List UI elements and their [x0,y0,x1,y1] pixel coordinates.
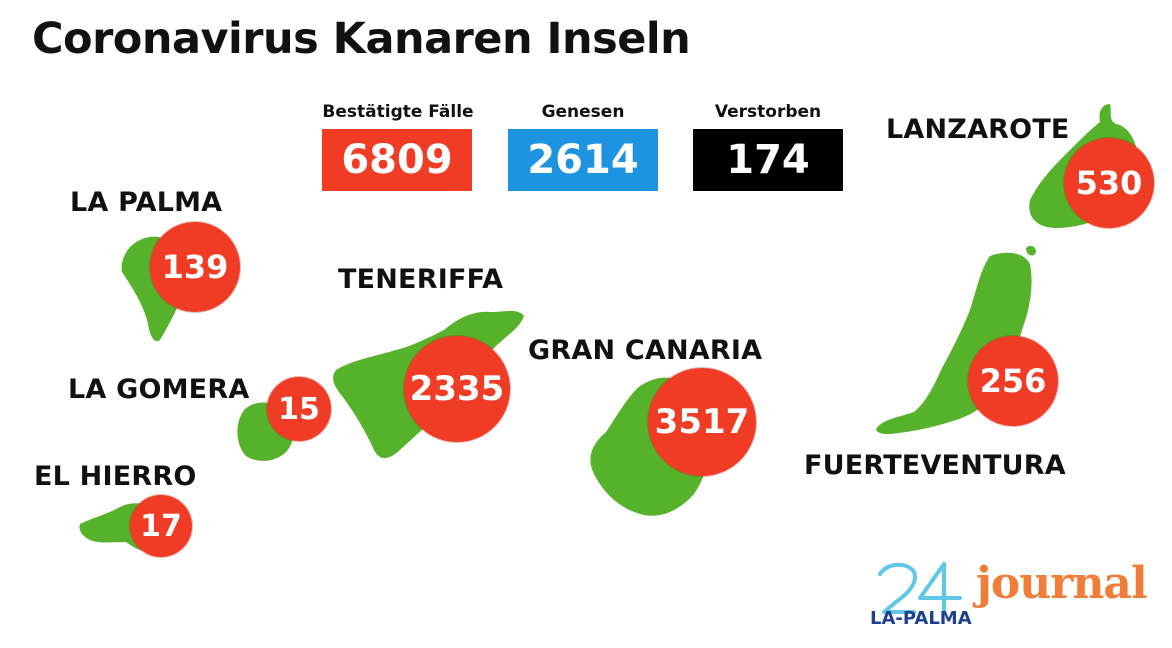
fuerteventura-label: FUERTEVENTURA [804,450,1066,481]
lobos-islet-shape [1026,245,1036,256]
confirmed-value: 6809 [322,129,472,191]
el-hierro-cases-badge: 17 [130,495,192,557]
deceased-value: 174 [693,129,843,191]
recovered-value: 2614 [508,129,658,191]
tenerife-label: TENERIFFA [338,264,504,295]
confirmed-label: Bestätigte Fälle [322,102,474,122]
gran-canaria-cases-badge: 3517 [648,368,756,476]
recovered-label: Genesen [541,102,625,122]
la-palma-label: LA PALMA [70,187,223,218]
la-gomera-cases-badge: 15 [267,377,331,441]
gran-canaria-label: GRAN CANARIA [528,335,763,366]
lanzarote-label: LANZAROTE [886,114,1070,145]
logo-subtitle: LA-PALMA [870,608,972,629]
lanzarote-cases-badge: 530 [1064,138,1154,228]
deceased-label: Verstorben [714,102,822,122]
la-palma-24-logo-icon [878,562,962,614]
page-title: Coronavirus Kanaren Inseln [32,14,691,64]
la-gomera-label: LA GOMERA [68,374,250,405]
la-palma-cases-badge: 139 [150,222,240,312]
el-hierro-label: EL HIERRO [34,461,197,492]
tenerife-cases-badge: 2335 [404,336,510,442]
fuerteventura-cases-badge: 256 [968,336,1058,426]
logo-journal-text: journal [976,558,1148,609]
